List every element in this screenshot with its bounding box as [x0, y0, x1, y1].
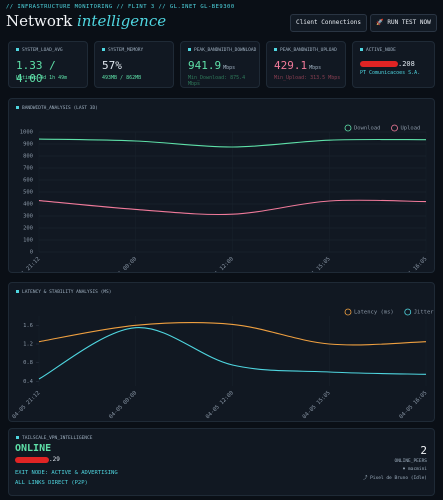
x-tick-label: 04-05 16:05	[398, 390, 428, 420]
peer: ⤴ Pixel de Bruno (Idle)	[362, 476, 427, 481]
y-tick-label: 0	[30, 250, 33, 256]
card-label: SYSTEM_LOAD_AVG	[16, 48, 63, 53]
peer-label: ONLINE_PEERS	[394, 459, 427, 464]
y-tick-label: 300	[23, 214, 33, 220]
peer: ♦ macmini	[402, 467, 427, 472]
latency-panel: LATENCY & STABILITY ANALYSIS (MS) 0.4 0.8…	[8, 282, 435, 422]
page-title: Network intelligence	[6, 12, 166, 30]
card-sub: 493MB / 862MB	[102, 75, 142, 81]
redaction	[15, 456, 49, 463]
card-value: 1.33 / 4.00	[16, 59, 56, 85]
y-tick-label: 200	[23, 226, 33, 232]
exit-node: EXIT NODE: ACTIVE & ADVERTISING	[15, 470, 118, 476]
x-tick-label: 04-05 21:12	[11, 256, 41, 272]
x-tick-label: 04-05 16:05	[398, 256, 428, 272]
y-tick-label: 800	[23, 154, 33, 160]
panel-title: BANDWIDTH_ANALYSIS (LAST 3D)	[16, 106, 98, 111]
y-tick-label: 500	[23, 190, 33, 196]
card-sub: PT Comunicacoes S.A.	[360, 70, 421, 76]
peer-name: Pixel de Bruno (Idle)	[370, 476, 427, 481]
card-value: 57%	[102, 59, 122, 72]
legend-label: Download	[354, 126, 381, 132]
legend-label: Jitter (ms)	[414, 310, 434, 316]
card-sub: Min_Download: 875.4 Mbps	[188, 75, 246, 87]
value-number: 429.1	[274, 59, 308, 72]
series-line	[38, 138, 427, 148]
card-sub: Min_Upload: 313.5 Mbps	[274, 75, 341, 81]
card-label: SYSTEM_MEMORY	[102, 48, 143, 53]
x-tick-label: 04-05 15:05	[302, 256, 332, 272]
legend-label: Upload	[401, 126, 421, 132]
bandwidth-panel: BANDWIDTH_ANALYSIS (LAST 3D) 0 100 200 300 4…	[8, 98, 435, 273]
value-unit: Mbps	[223, 65, 236, 71]
vpn-ip: .29	[15, 456, 60, 463]
panel-title: LATENCY & STABILITY ANALYSIS (MS)	[16, 290, 111, 295]
breadcrumb: // INFRASTRUCTURE MONITORING // FLINT 3 …	[6, 4, 235, 10]
x-tick-label: 04-05 15:05	[302, 390, 332, 420]
tailscale-panel: TAILSCALE_VPN_INTELLIGENCE ONLINE .29 EX…	[8, 428, 435, 496]
x-tick-label: 04-05 00:00	[108, 390, 138, 420]
series-line	[38, 322, 427, 346]
y-tick-label: 0.8	[23, 360, 33, 366]
card: SYSTEM_LOAD_AVG 1.33 / 4.00 Uptime: 4d 1…	[8, 41, 88, 88]
card-sub: Uptime: 4d 1h 49m	[16, 75, 68, 81]
value-unit: Mbps	[309, 65, 322, 71]
bandwidth-chart: 0 100 200 300 400 500 600 700 800 900 1000 04-05 21…	[11, 124, 428, 272]
card-value: 429.1 Mbps	[274, 59, 321, 72]
legend-swatch	[391, 124, 398, 132]
value-number: 941.9	[188, 59, 222, 72]
legend-label: Latency (ms)	[354, 310, 394, 316]
card: SYSTEM_MEMORY 57% 493MB / 862MB	[94, 41, 174, 88]
y-tick-label: 1000	[20, 130, 33, 136]
links: ALL LINKS DIRECT (P2P)	[15, 480, 88, 486]
latency-chart: 0.4 0.8 1.2 1.6 04-05 21:12 04-05 00:00 04-05 …	[11, 308, 434, 420]
y-tick-label: 1.6	[23, 323, 33, 329]
peer-count: 2	[420, 444, 427, 457]
card-value: 941.9 Mbps	[188, 59, 235, 72]
card: PEAK_BANDWIDTH_DOWNLOAD 941.9 Mbps Min_Do…	[180, 41, 260, 88]
series-line	[38, 199, 427, 216]
card-value: .208	[360, 60, 415, 68]
card-label: PEAK_BANDWIDTH_DOWNLOAD	[188, 48, 256, 53]
run-test-button[interactable]: 🚀 RUN TEST NOW	[370, 14, 437, 32]
series-line	[38, 327, 427, 380]
y-tick-label: 600	[23, 178, 33, 184]
y-tick-label: 400	[23, 202, 33, 208]
legend-swatch	[404, 308, 412, 316]
x-tick-label: 04-05 12:00	[205, 256, 235, 272]
card: PEAK_BANDWIDTH_UPLOAD 429.1 Mbps Min_Uplo…	[266, 41, 346, 88]
ip-suffix: .208	[398, 60, 415, 68]
x-tick-label: 04-05 00:00	[108, 256, 138, 272]
peer-name: macmini	[408, 467, 427, 472]
legend-swatch	[344, 308, 352, 316]
client-connections-button[interactable]: Client Connections	[290, 14, 367, 32]
y-tick-label: 0.4	[23, 379, 34, 385]
x-tick-label: 04-05 21:12	[11, 390, 41, 420]
card-label: PEAK_BANDWIDTH_UPLOAD	[274, 48, 337, 53]
card-label: ACTIVE_NODE	[360, 48, 396, 53]
panel-title: TAILSCALE_VPN_INTELLIGENCE	[16, 436, 92, 441]
title-accent: intelligence	[76, 12, 167, 30]
card: ACTIVE_NODE .208 PT Comunicacoes S.A.	[352, 41, 435, 88]
vpn-status: ONLINE	[15, 443, 52, 454]
y-tick-label: 1.2	[23, 342, 33, 348]
title-main: Network	[6, 12, 73, 30]
y-tick-label: 900	[23, 142, 33, 148]
y-tick-label: 700	[23, 166, 33, 172]
redaction	[360, 61, 398, 67]
legend-swatch	[344, 124, 352, 132]
ip-suffix: .29	[49, 456, 60, 463]
y-tick-label: 100	[23, 238, 33, 244]
x-tick-label: 04-05 12:00	[205, 390, 235, 420]
